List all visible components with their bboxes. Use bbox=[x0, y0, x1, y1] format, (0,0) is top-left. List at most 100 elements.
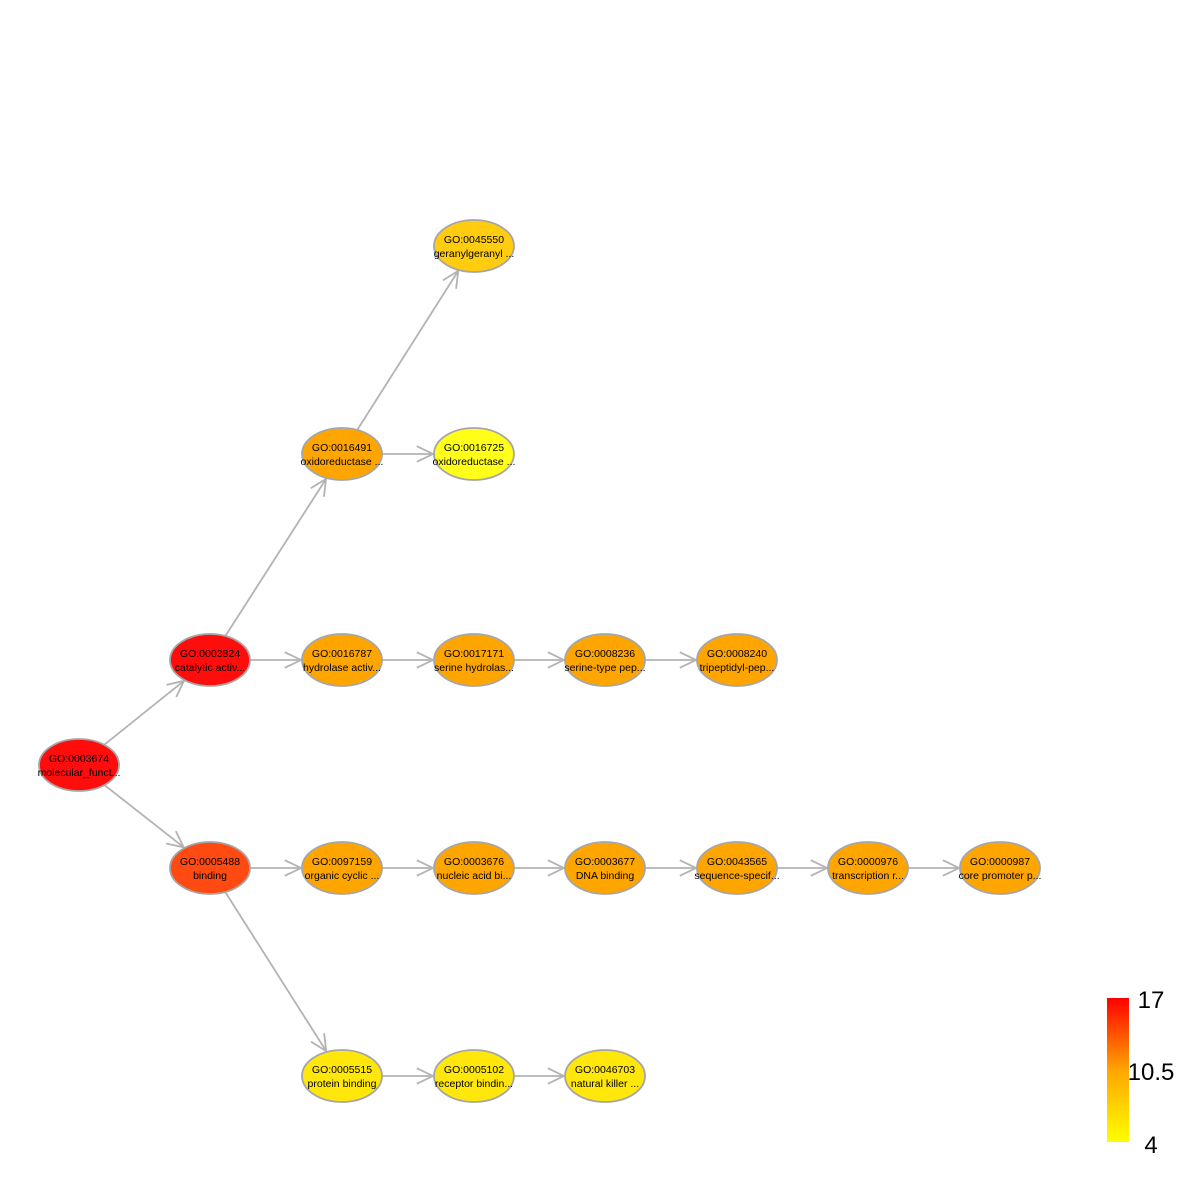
edge-go-0003674-to-go-0005488 bbox=[103, 784, 186, 849]
node-go-0005102: GO:0005102 receptor bindin... bbox=[433, 1049, 515, 1103]
node-id-text: GO:0005488 bbox=[180, 856, 240, 868]
node-ellipse bbox=[433, 427, 515, 481]
edge-line bbox=[103, 784, 185, 849]
edge-go-0005102-to-go-0046703 bbox=[514, 1067, 567, 1085]
node-label-text: serine hydrolas... bbox=[434, 662, 514, 674]
edge-arrowhead bbox=[165, 830, 186, 849]
edge-go-0003676-to-go-0003677 bbox=[514, 859, 567, 877]
node-label-text: hydrolase activ... bbox=[303, 662, 381, 674]
legend-color-bar bbox=[1107, 998, 1129, 1142]
node-go-0016787: GO:0016787 hydrolase activ... bbox=[301, 633, 383, 687]
node-go-0003677: GO:0003677 DNA binding bbox=[564, 841, 646, 895]
edge-go-0008236-to-go-0008240 bbox=[645, 651, 699, 669]
node-label-text: receptor bindin... bbox=[435, 1078, 513, 1090]
node-go-0008240: GO:0008240 tripeptidyl-pep... bbox=[696, 633, 778, 687]
node-go-0016725: GO:0016725 oxidoreductase ... bbox=[433, 427, 516, 481]
node-ellipse bbox=[301, 1049, 383, 1103]
node-id-text: GO:0046703 bbox=[575, 1064, 635, 1076]
legend-min-label: 4 bbox=[1144, 1132, 1157, 1159]
edge-line bbox=[356, 270, 459, 431]
node-ellipse bbox=[301, 633, 383, 687]
node-label-text: transcription r... bbox=[832, 870, 904, 882]
edge-arrowhead bbox=[416, 651, 436, 669]
node-ellipse bbox=[827, 841, 909, 895]
edge-go-0016491-to-go-0045550 bbox=[356, 269, 460, 431]
edge-line bbox=[224, 478, 327, 637]
edge-arrowhead bbox=[547, 1067, 567, 1085]
node-ellipse bbox=[169, 841, 251, 895]
node-label-text: serine-type pep... bbox=[564, 662, 645, 674]
node-id-text: GO:0005102 bbox=[444, 1064, 504, 1076]
node-go-0043565: GO:0043565 sequence-specif... bbox=[694, 841, 780, 895]
legend-mid-label: 10.5 bbox=[1128, 1059, 1175, 1086]
node-label-text: oxidoreductase ... bbox=[433, 456, 516, 468]
edge-arrowhead bbox=[284, 859, 304, 877]
edge-arrowhead bbox=[679, 859, 699, 877]
node-go-0005515: GO:0005515 protein binding bbox=[301, 1049, 383, 1103]
node-id-text: GO:0008240 bbox=[707, 648, 767, 660]
edge-arrowhead bbox=[810, 859, 830, 877]
node-id-text: GO:0008236 bbox=[575, 648, 635, 660]
node-label-text: protein binding bbox=[308, 1078, 377, 1090]
node-ellipse bbox=[433, 1049, 515, 1103]
node-label-text: nucleic acid bi... bbox=[437, 870, 512, 882]
node-ellipse bbox=[433, 841, 515, 895]
node-go-0000987: GO:0000987 core promoter p... bbox=[959, 841, 1041, 895]
edge-arrowhead bbox=[547, 651, 567, 669]
node-label-text: organic cyclic ... bbox=[305, 870, 380, 882]
node-go-0045550: GO:0045550 geranylgeranyl ... bbox=[433, 219, 515, 273]
node-ellipse bbox=[433, 219, 515, 273]
node-label-text: catalytic activ... bbox=[175, 662, 245, 674]
edge-go-0097159-to-go-0003676 bbox=[382, 859, 436, 877]
node-ellipse bbox=[433, 633, 515, 687]
edges bbox=[103, 269, 962, 1085]
node-id-text: GO:0000976 bbox=[838, 856, 898, 868]
edge-line bbox=[103, 680, 185, 746]
node-ellipse bbox=[564, 633, 646, 687]
edge-go-0005515-to-go-0005102 bbox=[382, 1067, 436, 1085]
node-id-text: GO:0003674 bbox=[49, 753, 109, 765]
node-go-0097159: GO:0097159 organic cyclic ... bbox=[301, 841, 383, 895]
node-ellipse bbox=[564, 1049, 646, 1103]
legend-max-label: 17 bbox=[1138, 987, 1165, 1014]
edge-go-0005488-to-go-0005515 bbox=[224, 891, 328, 1053]
node-id-text: GO:0005515 bbox=[312, 1064, 372, 1076]
node-ellipse bbox=[301, 427, 383, 481]
edge-arrowhead bbox=[416, 859, 436, 877]
edge-arrowhead bbox=[547, 859, 567, 877]
node-go-0003676: GO:0003676 nucleic acid bi... bbox=[433, 841, 515, 895]
node-label-text: DNA binding bbox=[576, 870, 635, 882]
edge-arrowhead bbox=[942, 859, 962, 877]
edge-go-0016491-to-go-0016725 bbox=[382, 445, 436, 463]
node-go-0003824: GO:0003824 catalytic activ... bbox=[169, 633, 251, 687]
node-id-text: GO:0000987 bbox=[970, 856, 1030, 868]
node-id-text: GO:0003824 bbox=[180, 648, 240, 660]
node-go-0046703: GO:0046703 natural killer ... bbox=[564, 1049, 646, 1103]
node-label-text: tripeptidyl-pep... bbox=[700, 662, 775, 674]
edge-go-0003674-to-go-0003824 bbox=[103, 679, 186, 746]
edge-arrowhead bbox=[416, 445, 436, 463]
nodes: GO:0003674 molecular_funct... GO:0003824 ca… bbox=[38, 219, 1041, 1103]
node-id-text: GO:0097159 bbox=[312, 856, 372, 868]
node-go-0005488: GO:0005488 binding bbox=[169, 841, 251, 895]
node-ellipse bbox=[301, 841, 383, 895]
node-id-text: GO:0003677 bbox=[575, 856, 635, 868]
node-go-0016491: GO:0016491 oxidoreductase ... bbox=[301, 427, 384, 481]
node-label-text: oxidoreductase ... bbox=[301, 456, 384, 468]
edge-go-0003824-to-go-0016491 bbox=[224, 477, 328, 637]
node-ellipse bbox=[169, 633, 251, 687]
node-go-0008236: GO:0008236 serine-type pep... bbox=[564, 633, 646, 687]
node-id-text: GO:0016491 bbox=[312, 442, 372, 454]
node-label-text: natural killer ... bbox=[571, 1078, 639, 1090]
node-ellipse bbox=[696, 633, 778, 687]
edge-go-0043565-to-go-0000976 bbox=[777, 859, 830, 877]
edge-arrowhead bbox=[284, 651, 304, 669]
node-id-text: GO:0043565 bbox=[707, 856, 767, 868]
edge-arrowhead bbox=[416, 1067, 436, 1085]
edge-arrowhead bbox=[679, 651, 699, 669]
node-label-text: binding bbox=[193, 870, 227, 882]
edge-line bbox=[224, 891, 327, 1052]
node-id-text: GO:0017171 bbox=[444, 648, 504, 660]
color-legend: 17 10.5 4 bbox=[1107, 987, 1174, 1159]
